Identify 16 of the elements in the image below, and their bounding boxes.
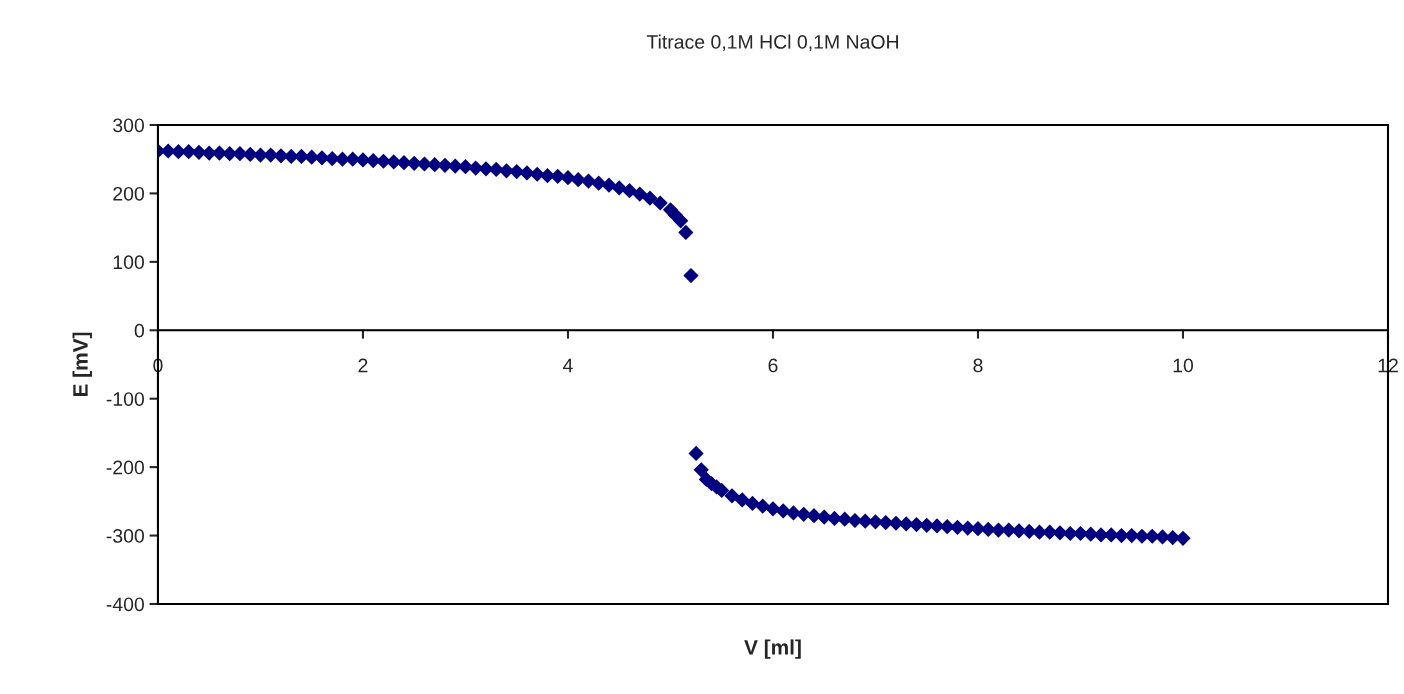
x-tick-label: 8 (973, 358, 983, 373)
y-axis-title: E [mV] (72, 332, 92, 397)
y-tick-label: 300 (113, 118, 144, 133)
x-tick-label: 2 (358, 358, 368, 373)
y-tick-label: -300 (106, 529, 144, 543)
x-tick-label: 4 (563, 358, 573, 373)
y-tick-label: -100 (106, 392, 144, 406)
chart-title: Titrace 0,1M HCl 0,1M NaOH (646, 34, 898, 52)
y-tick-label: -200 (106, 460, 144, 475)
y-tick-label: -400 (106, 597, 144, 612)
y-tick-label: 0 (134, 323, 144, 338)
x-tick-label: 6 (768, 358, 778, 373)
y-tick-label: 200 (113, 186, 144, 201)
x-axis-title: V [ml] (744, 639, 801, 659)
x-tick-label: 10 (1173, 358, 1194, 373)
y-tick-label: 100 (113, 255, 144, 270)
